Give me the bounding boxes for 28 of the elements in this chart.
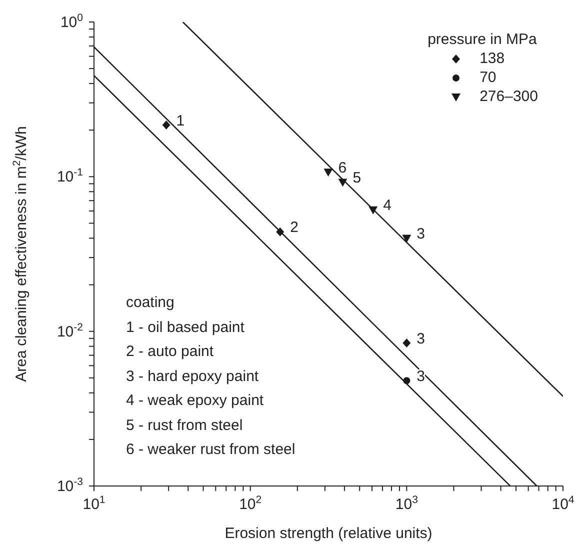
x-tick-label: 10$^{3}$ [395,494,418,513]
x-tick-label: 10$^{2}$ [239,494,262,513]
annotation: 5 - rust from steel [126,416,244,436]
y-tick-label: 10$^{0}$ [60,12,84,31]
x-tick-label: 10$^{1}$ [82,494,106,513]
x-tick-label: 10$^{4}$ [552,494,574,513]
annotation: 6 [338,159,347,176]
annotation: coating [126,293,176,313]
annotation: 3 [416,226,426,243]
legend-title: pressure in MPa [428,30,538,49]
legend-label: 70 [480,68,496,87]
y-tick-label: 10$^{-1}$ [56,166,84,186]
annotation: 4 [383,197,392,214]
x-axis-title: Erosion strength (relative units) [224,525,432,542]
annotation: 3 - hard epoxy paint [126,366,260,386]
legend-label: 138 [480,49,505,68]
y-tick-label: 10$^{-3}$ [56,476,84,495]
annotation: 6 - weaker rust from steel [126,440,296,460]
annotation: 3 [416,368,426,385]
legend-label: 276–300 [480,87,538,106]
annotation: 5 [352,170,362,187]
annotation: 1 [176,112,185,130]
y-tick-label: 10$^{-2}$ [56,321,84,340]
annotation: 2 [290,219,298,236]
annotation: 4 - weak epoxy paint [126,391,265,411]
annotation: 1 - oil based paint [126,318,246,338]
annotation: 3 [416,330,426,348]
annotation: 2 - auto paint [126,342,215,362]
